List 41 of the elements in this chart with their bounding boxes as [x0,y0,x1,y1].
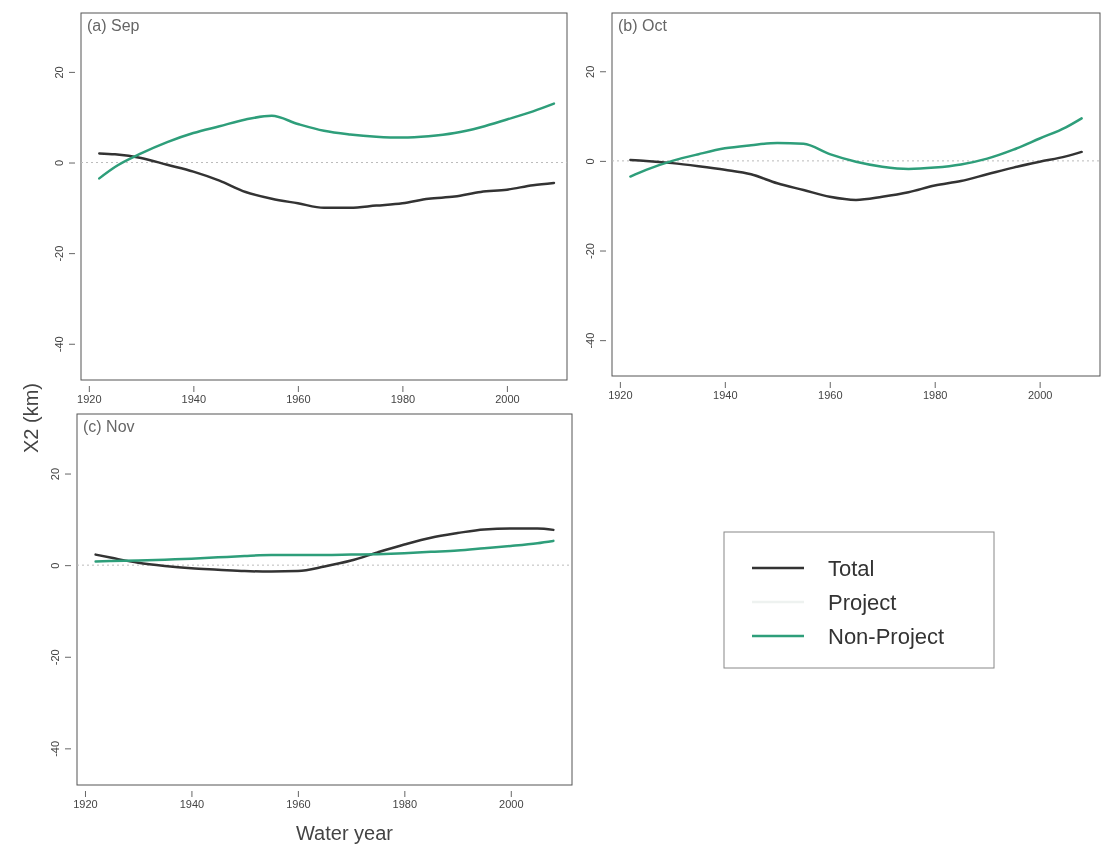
x-tick-label: 1940 [181,392,207,405]
y-tick-label: -20 [48,649,61,666]
x-tick-label: 1960 [818,388,843,401]
y-tick-label: 20 [52,66,65,79]
x-tick-label: 1940 [179,797,205,810]
line-series [98,152,556,210]
line-series [94,527,555,573]
x-tick-label: 1980 [390,392,416,405]
y-tick-label: 0 [583,158,596,165]
x-tick-label: 2000 [499,797,524,810]
chart-title: (b) Oct [618,17,668,34]
y-tick-label: -40 [48,740,61,757]
x-tick-label: 1940 [713,388,738,401]
y-tick-label: -40 [52,336,65,353]
line-series [629,150,1083,202]
y-tick-label: 20 [583,65,596,78]
chart-title: (a) Sep [87,17,140,34]
x-tick-label: 2000 [1027,388,1053,401]
x-tick-label: 1920 [608,388,633,401]
x-tick-label: 1920 [73,797,98,810]
x-tick-label: 1960 [286,797,311,810]
x-tick-label: 1960 [286,392,311,405]
x-tick-label: 1920 [77,392,102,405]
y-tick-label: -20 [583,243,596,259]
legend-label: Non-Project [828,624,945,649]
y-tick-label: 0 [48,562,61,569]
x-tick-label: 1980 [922,388,948,401]
y-tick-label: 20 [48,467,61,481]
y-tick-label: 0 [52,159,65,167]
chart-title: (c) Nov [83,418,135,435]
y-tick-label: -40 [583,332,596,349]
x-tick-label: 2000 [495,392,520,405]
line-series [629,117,1083,178]
x-tick-label: 1980 [392,797,418,810]
y-axis-title: X2 (km) [20,383,42,453]
x-axis-title: Water year [295,822,394,844]
line-series [98,102,556,180]
line-series [94,539,555,563]
y-tick-label: -20 [52,245,65,262]
legend-label: Total [828,556,875,581]
legend-label: Project [828,590,897,615]
